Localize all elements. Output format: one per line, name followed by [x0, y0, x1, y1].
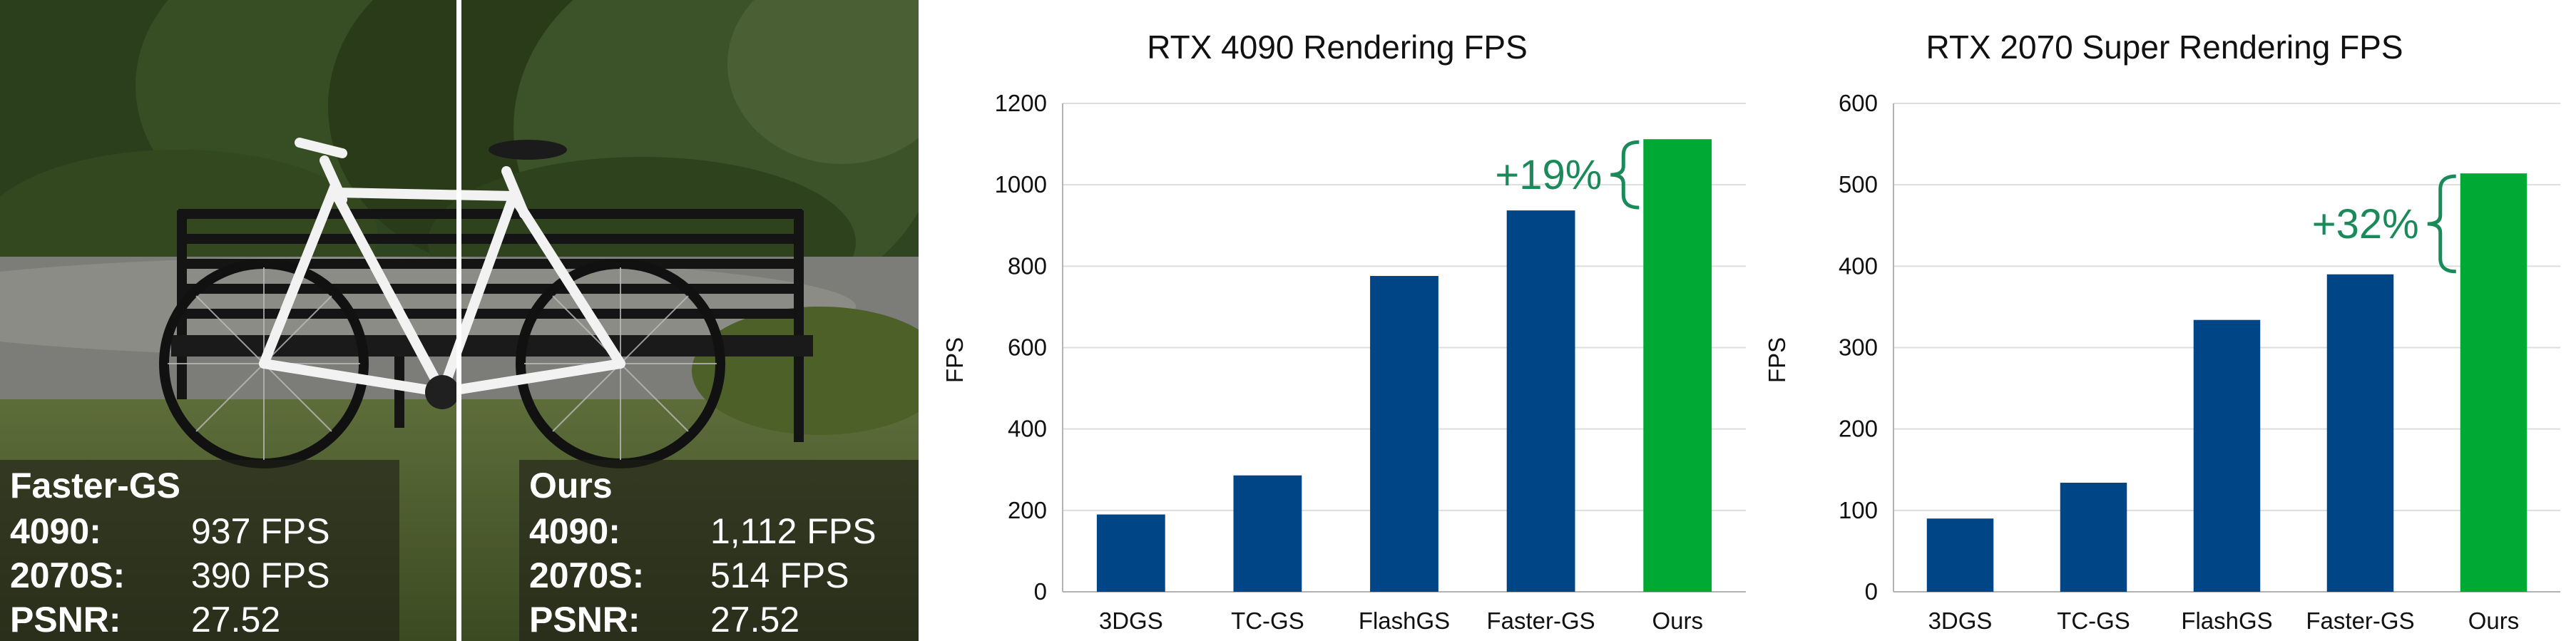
y-tick-label: 0: [1865, 578, 1878, 605]
increase-annotation: +19%: [1495, 152, 1602, 198]
bar-ours: [1643, 139, 1712, 592]
stat-value: 937 FPS: [191, 511, 330, 551]
stat-key: 4090:: [10, 511, 101, 551]
stat-key: 2070S:: [10, 555, 126, 595]
y-tick-label: 400: [1839, 252, 1878, 279]
ours-stats-box: Ours 4090: 1,112 FPS 2070S: 514 FPS PSNR…: [519, 460, 919, 641]
x-tick-label: FlashGS: [1359, 607, 1450, 634]
stat-key: PSNR:: [10, 600, 121, 640]
stat-value: 390 FPS: [191, 555, 330, 595]
stat-value: 27.52: [710, 600, 800, 640]
stat-value: 514 FPS: [710, 555, 849, 595]
y-tick-label: 200: [1839, 416, 1878, 442]
bar-ours: [2460, 173, 2528, 592]
y-tick-label: 600: [1839, 90, 1878, 116]
increase-brace: [1610, 140, 1640, 210]
bar-faster-gs: [1506, 210, 1575, 593]
x-tick-label: FlashGS: [2181, 607, 2272, 634]
rtx4090-fps-chart-svg: RTX 4090 Rendering FPS FPS 0 200 400 600 800…: [941, 29, 1746, 634]
y-axis-label: FPS: [941, 337, 968, 383]
x-tick-label: Ours: [1652, 607, 1703, 634]
y-tick-label: 800: [1008, 252, 1047, 279]
chart-title: RTX 2070 Super Rendering FPS: [1926, 29, 2403, 66]
bar-flashgs: [2193, 319, 2261, 592]
x-tick-label: 3DGS: [1928, 607, 1993, 634]
y-axis-label: FPS: [1764, 337, 1790, 383]
x-tick-label: Faster-GS: [2306, 607, 2414, 634]
increase-brace: [2427, 174, 2456, 274]
rtx2070s-fps-chart: RTX 2070 Super Rendering FPS FPS 0 100 200…: [1744, 0, 2571, 641]
bar-flashgs: [1370, 276, 1438, 592]
y-tick-label: 600: [1008, 334, 1047, 361]
y-tick-label: 1000: [995, 171, 1047, 198]
x-tick-label: Ours: [2468, 607, 2520, 634]
y-tick-label: 300: [1839, 334, 1878, 361]
y-tick-label: 0: [1034, 578, 1047, 605]
faster-gs-title: Faster-GS: [10, 466, 180, 506]
bar-3dgs: [1926, 518, 1994, 592]
stat-value: 27.52: [191, 600, 281, 640]
bar-tc-gs: [2060, 483, 2127, 592]
x-tick-label: TC-GS: [1231, 607, 1304, 634]
x-tick-label: TC-GS: [2057, 607, 2130, 634]
y-tick-label: 200: [1008, 497, 1047, 523]
stat-value: 1,112 FPS: [710, 511, 876, 551]
faster-gs-stats-box: Faster-GS 4090: 937 FPS 2070S: 390 FPS P…: [0, 460, 399, 641]
bar-3dgs: [1096, 514, 1165, 592]
rtx2070s-fps-chart-svg: RTX 2070 Super Rendering FPS FPS 0 100 200…: [1764, 29, 2560, 634]
ours-title: Ours: [529, 466, 613, 506]
stat-key: 2070S:: [529, 555, 645, 595]
rtx4090-fps-chart: RTX 4090 Rendering FPS FPS 0 200 400 600 800…: [927, 0, 1754, 641]
stat-key: PSNR:: [529, 600, 640, 640]
comparison-photo: Faster-GS 4090: 937 FPS 2070S: 390 FPS P…: [0, 0, 919, 641]
chart-title: RTX 4090 Rendering FPS: [1147, 29, 1528, 66]
stat-key: 4090:: [529, 511, 620, 551]
bar-tc-gs: [1233, 475, 1302, 592]
y-tick-label: 500: [1839, 171, 1878, 198]
bar-faster-gs: [2326, 274, 2394, 592]
x-tick-label: 3DGS: [1099, 607, 1163, 634]
increase-annotation: +32%: [2312, 201, 2419, 247]
x-tick-label: Faster-GS: [1486, 607, 1595, 634]
y-tick-label: 1200: [995, 90, 1047, 116]
y-tick-label: 400: [1008, 416, 1047, 442]
y-tick-label: 100: [1839, 497, 1878, 523]
